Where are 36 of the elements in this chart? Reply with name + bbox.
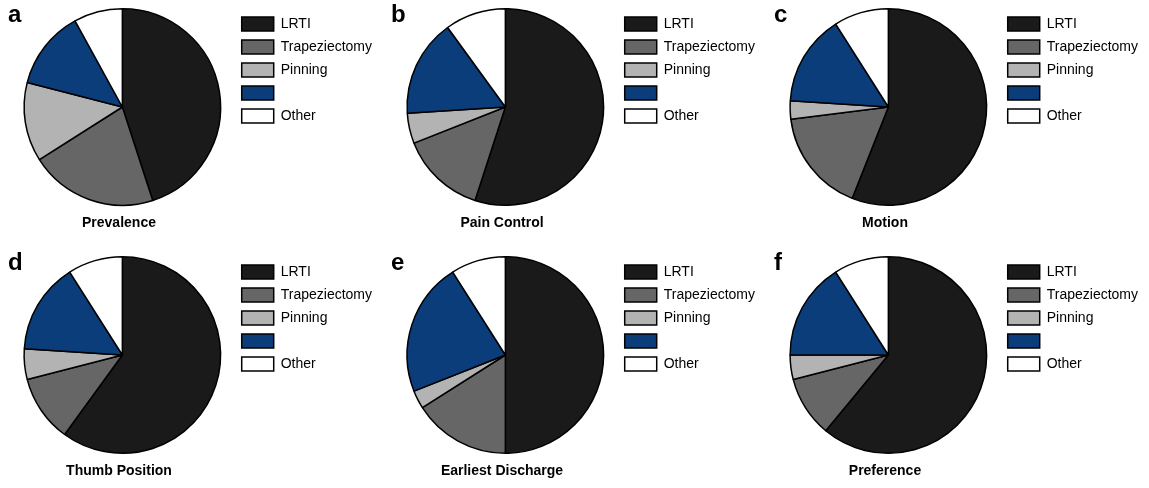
text: f [774,248,782,276]
text: Pain Control [459,214,545,230]
legend-label: Other [280,354,317,371]
text: d [8,248,23,276]
text: e [391,248,405,276]
legend-label: Pinning [1046,60,1094,77]
legend-label: LRTI [280,14,311,31]
legend-label: Pinning [663,60,711,77]
text: Motion [861,214,909,230]
legend-label: Trapeziectomy [663,37,756,54]
text: b [391,0,406,28]
legend-label: LRTI [1046,14,1077,31]
legend-label: LRTI [1046,262,1077,279]
legend-label: Trapeziectomy [1046,37,1139,54]
legend-label: Other [1046,354,1083,371]
text: Earliest Discharge [439,462,565,478]
legend-label: Other [663,354,700,371]
legend-label: Other [280,106,317,123]
text: Thumb Position [65,462,173,478]
legend-label: LRTI [280,262,311,279]
legend-label: Other [663,106,700,123]
legend-label: Trapeziectomy [280,37,373,54]
legend-label: Trapeziectomy [280,285,373,302]
text: Prevalence [81,214,157,230]
legend-label: Other [1046,106,1083,123]
text: Preference [847,462,923,478]
legend-label: Pinning [663,308,711,325]
legend-label: Trapeziectomy [663,285,756,302]
legend-label: LRTI [663,262,694,279]
legend-label: Trapeziectomy [1046,285,1139,302]
text: c [774,0,788,28]
legend-label: LRTI [663,14,694,31]
legend-label: Pinning [280,308,328,325]
text: a [8,0,22,28]
legend-label: Pinning [280,60,328,77]
legend-label: Pinning [1046,308,1094,325]
